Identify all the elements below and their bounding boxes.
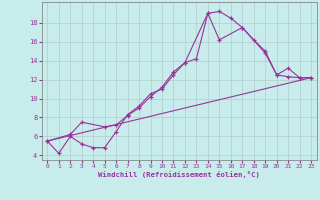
X-axis label: Windchill (Refroidissement éolien,°C): Windchill (Refroidissement éolien,°C) [98, 171, 260, 178]
